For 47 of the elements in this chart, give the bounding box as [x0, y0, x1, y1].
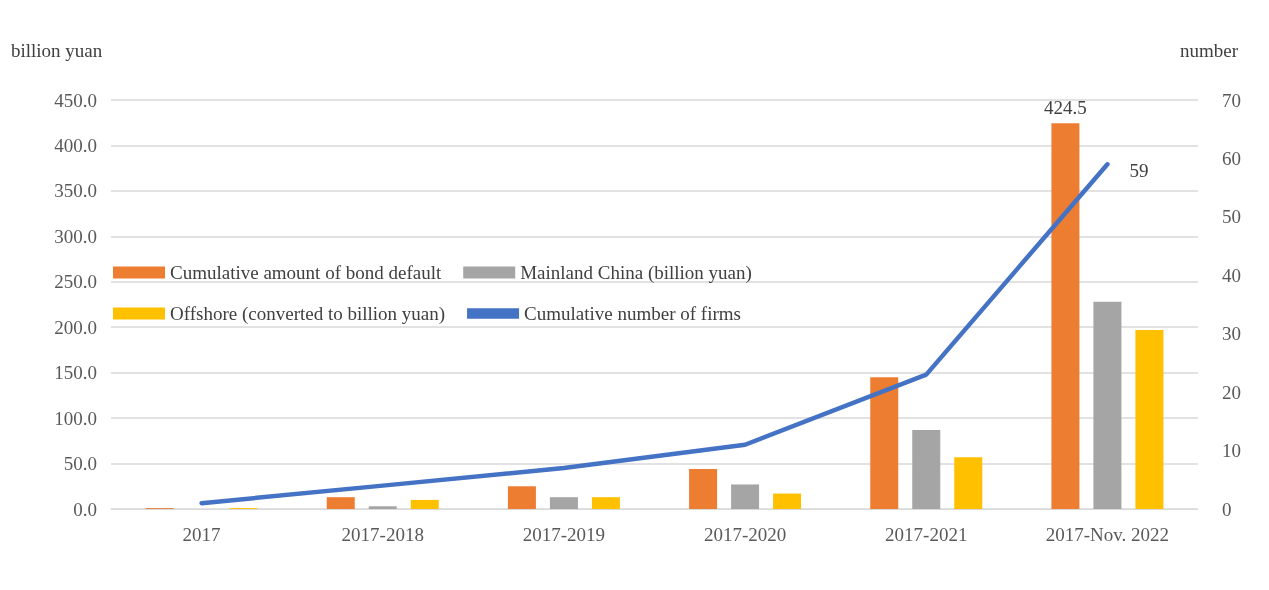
y2-tick-label: 40	[1222, 264, 1241, 286]
legend-label: Cumulative amount of bond default	[170, 262, 442, 283]
x-tick-label: 2017-Nov. 2022	[1045, 524, 1170, 545]
data-label: 424.5	[1044, 97, 1087, 119]
legend-label: Mainland China (billion yuan)	[520, 262, 752, 284]
y2-axis-title: number	[1179, 40, 1239, 61]
y-tick-label: 300.0	[54, 225, 97, 247]
bar	[1135, 329, 1164, 509]
bar	[549, 497, 578, 509]
bar	[773, 493, 802, 509]
y-tick-label: 350.0	[54, 180, 97, 202]
bar	[731, 484, 760, 509]
bar	[1093, 301, 1122, 509]
bar	[912, 429, 941, 509]
y-tick-label: 200.0	[54, 316, 97, 338]
bar	[954, 457, 983, 509]
bar	[507, 486, 536, 509]
x-tick-label: 2017-2021	[885, 524, 968, 545]
x-tick-label: 2017	[182, 524, 221, 545]
y-tick-label: 50.0	[63, 453, 97, 475]
bar	[368, 506, 397, 509]
y-tick-label: 100.0	[54, 407, 97, 429]
y2-tick-label: 70	[1222, 89, 1241, 111]
y2-tick-label: 0	[1222, 498, 1232, 520]
bar	[410, 499, 439, 509]
bar	[591, 497, 620, 509]
bar	[326, 497, 355, 509]
y-axis-title: billion yuan	[11, 40, 103, 61]
bar	[870, 377, 899, 509]
y2-tick-label: 30	[1222, 323, 1241, 345]
x-tick-label: 2017-2020	[703, 524, 787, 545]
data-label: 59	[1129, 159, 1149, 181]
y2-tick-label: 50	[1222, 206, 1241, 228]
y2-tick-label: 10	[1222, 440, 1241, 462]
x-tick-label: 2017-2019	[522, 524, 606, 545]
y-tick-label: 150.0	[54, 362, 97, 384]
y-tick-label: 450.0	[54, 89, 97, 111]
bar	[1051, 123, 1080, 509]
y-tick-label: 250.0	[54, 271, 97, 293]
legend-label: Offshore (converted to billion yuan)	[170, 303, 446, 325]
legend-label: Cumulative number of firms	[524, 303, 741, 324]
y-tick-label: 0.0	[73, 498, 97, 520]
y-tick-label: 400.0	[54, 134, 97, 156]
bar	[689, 469, 718, 509]
x-tick-label: 2017-2018	[341, 524, 424, 545]
y2-tick-label: 20	[1222, 381, 1241, 403]
y2-tick-label: 60	[1222, 147, 1241, 169]
